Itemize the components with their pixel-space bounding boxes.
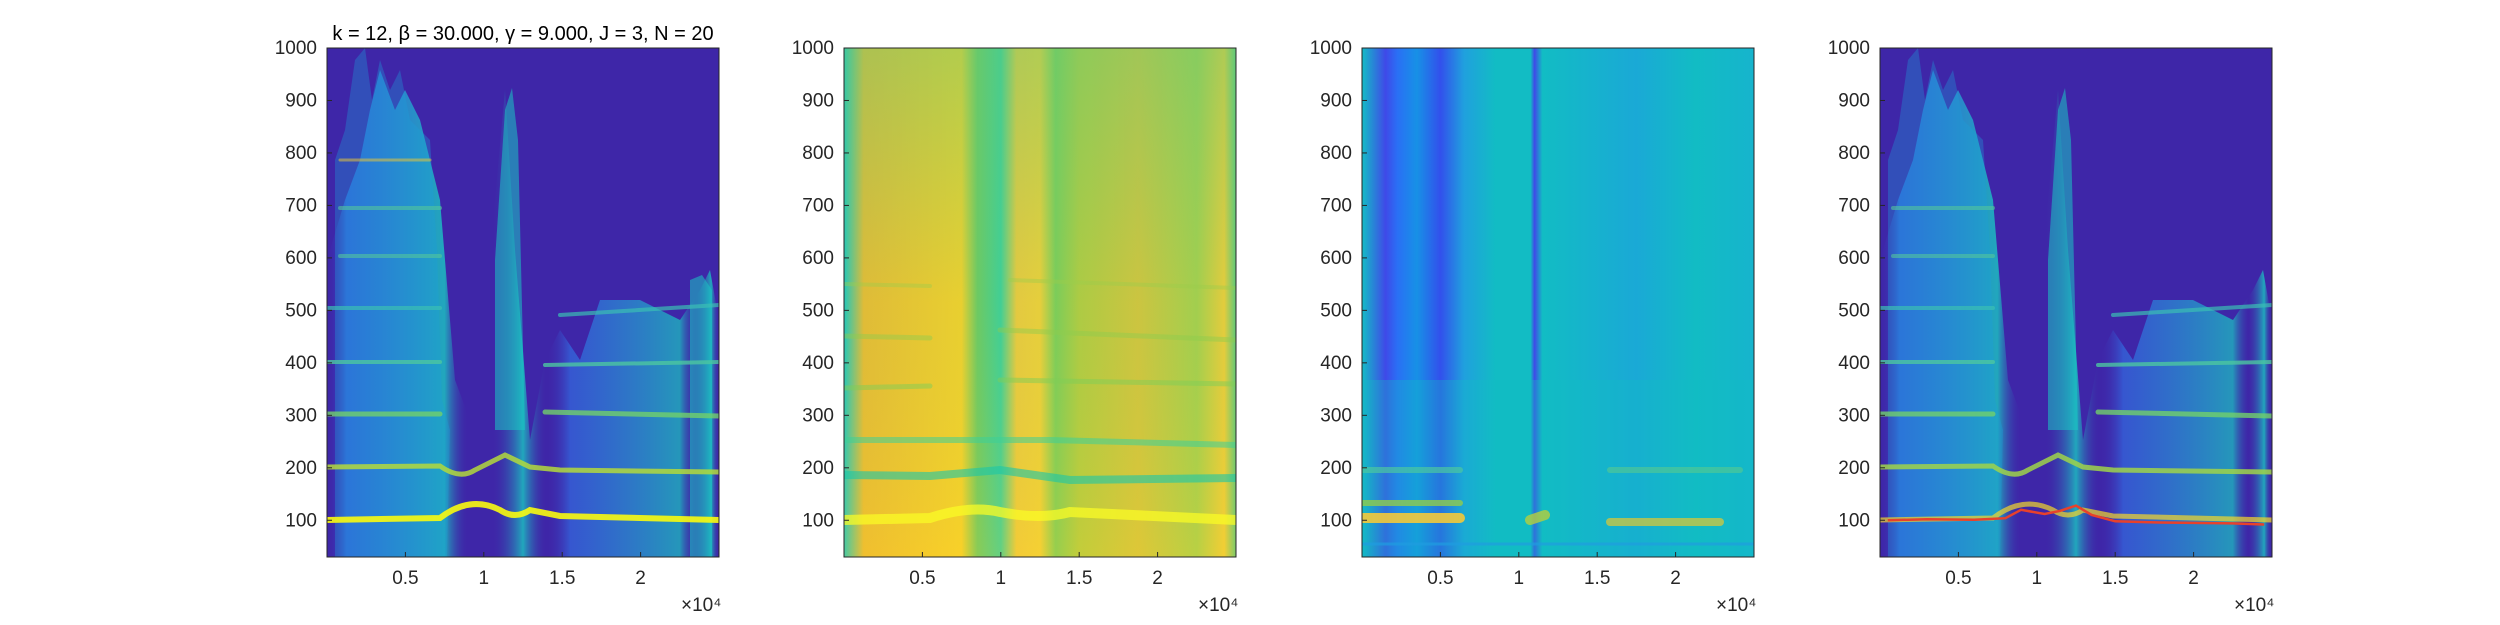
y-tick-label: 500 bbox=[802, 300, 834, 321]
x-tick-label: 0.5 bbox=[1427, 568, 1453, 589]
y-tick-label: 300 bbox=[285, 405, 317, 426]
y-tick-label: 700 bbox=[802, 195, 834, 216]
x-tick-label: 2 bbox=[1152, 568, 1163, 589]
panel-1-axes-box bbox=[326, 47, 720, 558]
panel-3: 100 200 300 400 500 600 700 800 900 1000 0.5 1 1.5 2 ×… bbox=[1310, 38, 1757, 616]
y-tick-label: 600 bbox=[285, 248, 317, 269]
panel-1-title: k = 12, β = 30.000, γ = 9.000, J = 3, N … bbox=[332, 23, 713, 45]
x-exponent-label: ×10⁴ bbox=[1198, 595, 1238, 616]
x-exponent-label: ×10⁴ bbox=[1716, 595, 1756, 616]
y-tick-label: 900 bbox=[802, 90, 834, 111]
panel-1: k = 12, β = 30.000, γ = 9.000, J = 3, N … bbox=[275, 23, 722, 616]
y-tick-label: 900 bbox=[1320, 90, 1352, 111]
y-tick-label: 900 bbox=[285, 90, 317, 111]
y-tick-label: 800 bbox=[1838, 143, 1870, 164]
panel-1-heatmap bbox=[327, 48, 719, 557]
panel-4: 100 200 300 400 500 600 700 800 900 1000 0.5 1 1.5 2 ×… bbox=[1828, 38, 2275, 616]
y-tick-label: 900 bbox=[1838, 90, 1870, 111]
panel-4-overlay-line bbox=[1887, 504, 2265, 526]
y-tick-label: 800 bbox=[802, 143, 834, 164]
x-tick-label: 1.5 bbox=[1066, 568, 1092, 589]
y-tick-label: 300 bbox=[1320, 405, 1352, 426]
panel-2-heatmap bbox=[844, 48, 1236, 557]
y-tick-label: 1000 bbox=[792, 38, 834, 59]
x-tick-label: 0.5 bbox=[909, 568, 935, 589]
y-tick-label: 400 bbox=[1838, 353, 1870, 374]
y-tick-label: 800 bbox=[285, 143, 317, 164]
y-tick-label: 400 bbox=[1320, 353, 1352, 374]
x-tick-label: 1 bbox=[2032, 568, 2043, 589]
y-tick-label: 200 bbox=[285, 458, 317, 479]
y-tick-label: 700 bbox=[1320, 195, 1352, 216]
y-tick-label: 1000 bbox=[1310, 38, 1352, 59]
y-tick-label: 100 bbox=[802, 510, 834, 531]
y-tick-label: 700 bbox=[285, 195, 317, 216]
y-tick-label: 300 bbox=[1838, 405, 1870, 426]
y-tick-label: 100 bbox=[1320, 510, 1352, 531]
y-tick-label: 400 bbox=[285, 353, 317, 374]
x-tick-label: 1.5 bbox=[549, 568, 575, 589]
y-tick-label: 500 bbox=[1838, 300, 1870, 321]
panel-3-heatmap bbox=[1362, 48, 1754, 557]
x-tick-label: 1 bbox=[479, 568, 490, 589]
x-tick-label: 0.5 bbox=[1945, 568, 1971, 589]
y-tick-label: 200 bbox=[802, 458, 834, 479]
y-tick-label: 800 bbox=[1320, 143, 1352, 164]
y-tick-label: 500 bbox=[285, 300, 317, 321]
panel-3-axes-box bbox=[1361, 47, 1755, 558]
panel-1-ticks: 100 200 300 400 500 600 700 800 900 1000 0.5 1 1.5 2 ×… bbox=[275, 38, 722, 616]
y-tick-label: 1000 bbox=[1828, 38, 1870, 59]
y-tick-label: 100 bbox=[1838, 510, 1870, 531]
x-exponent-label: ×10⁴ bbox=[681, 595, 721, 616]
x-tick-label: 0.5 bbox=[392, 568, 418, 589]
panel-4-axes-box bbox=[1879, 47, 2273, 558]
panel-3-ticks: 100 200 300 400 500 600 700 800 900 1000 0.5 1 1.5 2 ×… bbox=[1310, 38, 1757, 616]
x-tick-label: 1 bbox=[996, 568, 1007, 589]
panel-1-harmonics bbox=[327, 158, 719, 523]
panel-2-axes-box bbox=[843, 47, 1237, 558]
y-tick-label: 500 bbox=[1320, 300, 1352, 321]
y-tick-label: 700 bbox=[1838, 195, 1870, 216]
y-tick-label: 200 bbox=[1320, 458, 1352, 479]
y-tick-label: 100 bbox=[285, 510, 317, 531]
x-tick-label: 2 bbox=[635, 568, 646, 589]
y-tick-label: 200 bbox=[1838, 458, 1870, 479]
y-tick-label: 300 bbox=[802, 405, 834, 426]
x-tick-label: 1.5 bbox=[2102, 568, 2128, 589]
panel-2-ticks: 100 200 300 400 500 600 700 800 900 1000 0.5 1 1.5 2 ×… bbox=[792, 38, 1239, 616]
y-tick-label: 400 bbox=[802, 353, 834, 374]
x-tick-label: 2 bbox=[2188, 568, 2199, 589]
panel-4-heatmap bbox=[1880, 48, 2272, 557]
x-exponent-label: ×10⁴ bbox=[2234, 595, 2274, 616]
x-tick-label: 1 bbox=[1514, 568, 1525, 589]
x-tick-label: 1.5 bbox=[1584, 568, 1610, 589]
y-tick-label: 600 bbox=[1320, 248, 1352, 269]
panel-2: 100 200 300 400 500 600 700 800 900 1000 0.5 1 1.5 2 ×… bbox=[792, 38, 1239, 616]
x-tick-label: 2 bbox=[1670, 568, 1681, 589]
y-tick-label: 600 bbox=[802, 248, 834, 269]
panel-4-ticks: 100 200 300 400 500 600 700 800 900 1000 0.5 1 1.5 2 ×… bbox=[1828, 38, 2275, 616]
y-tick-label: 600 bbox=[1838, 248, 1870, 269]
y-tick-label: 1000 bbox=[275, 38, 317, 59]
